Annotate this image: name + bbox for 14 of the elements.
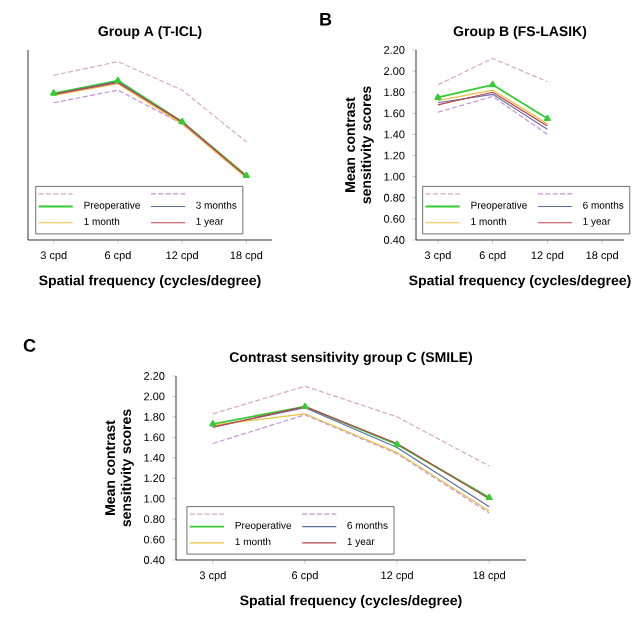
point [242,171,250,178]
point [178,117,186,125]
point [543,114,551,121]
point [485,493,493,501]
point [434,93,442,100]
point [489,80,497,88]
text: B [320,13,332,26]
point [50,89,58,96]
line-series [212,385,490,467]
point [393,440,401,447]
point [114,76,122,83]
point [209,420,217,427]
point [301,402,309,410]
text: C [23,339,36,352]
